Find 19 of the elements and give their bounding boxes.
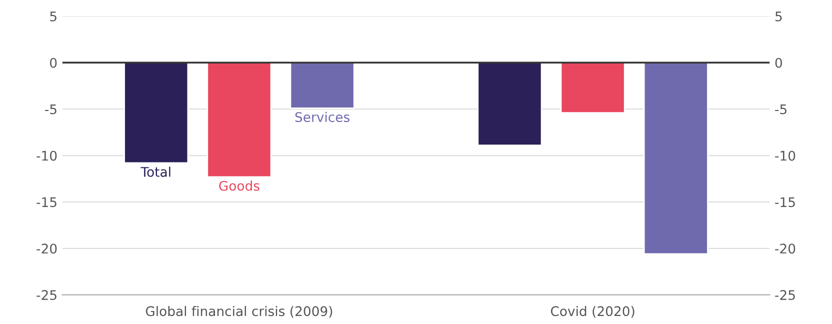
- y-tick-label: 5: [50, 12, 56, 22]
- y2-tick-label: -15: [775, 197, 795, 208]
- y-tick-label: -20: [36, 244, 57, 254]
- y-tick-label: 0: [50, 58, 57, 68]
- y-tick-label: -5: [45, 104, 56, 114]
- y-tick-label: -25: [36, 290, 56, 300]
- series-label: Services: [295, 112, 350, 122]
- series-label: Total: [140, 166, 170, 177]
- x-tick-label: Global financial crisis (2009): [146, 306, 332, 318]
- y2-tick-label: 5: [775, 12, 782, 22]
- series-label: Goods: [219, 180, 260, 191]
- y2-tick-label: 0: [775, 58, 782, 68]
- y2-tick-label: -25: [775, 290, 795, 300]
- y2-tick-label: -20: [775, 244, 796, 254]
- y-tick-label: -10: [36, 150, 57, 161]
- y2-tick-label: -10: [775, 150, 796, 161]
- y-tick-label: -15: [36, 197, 56, 208]
- x-tick-label: Covid (2020): [550, 306, 634, 318]
- y2-tick-label: -5: [775, 104, 786, 114]
